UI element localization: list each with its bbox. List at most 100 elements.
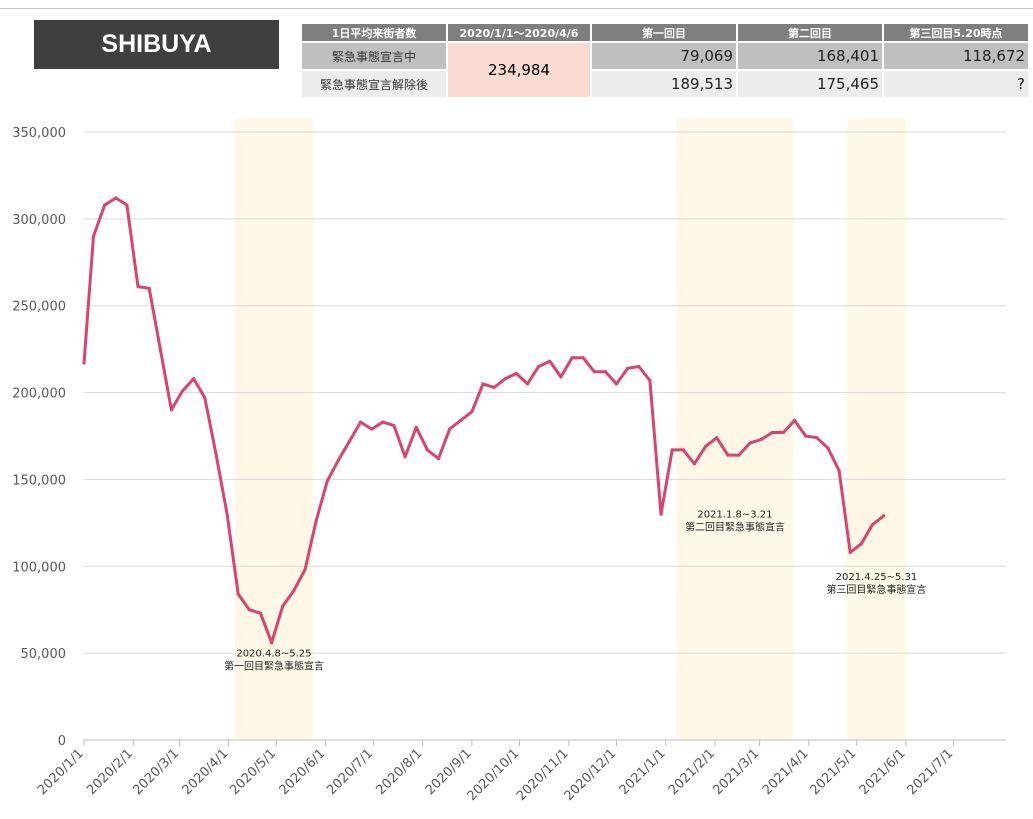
y-tick-label: 250,000 — [12, 300, 66, 315]
data-point — [370, 427, 374, 431]
data-point — [514, 371, 518, 376]
x-tick-label: 2020/8/1 — [374, 746, 426, 798]
data-point — [759, 437, 763, 442]
stats-cell-third: ? — [884, 71, 1028, 97]
data-point — [336, 458, 340, 462]
data-point — [548, 359, 552, 363]
data-point — [570, 356, 574, 360]
data-point — [347, 439, 352, 443]
y-tick-label: 150,000 — [12, 473, 66, 488]
x-tick-label: 2021/1/1 — [617, 746, 669, 798]
data-point — [169, 408, 174, 412]
visitor-line-chart: 0 50,000 100,000 150,000 200,000 250,000 300,0… — [12, 118, 1006, 804]
period-annotation-dates: 2021.1.8~3.21 — [697, 510, 772, 521]
data-point — [748, 441, 752, 445]
period-annotation-name: 第三回目緊急事態宣言 — [826, 583, 926, 596]
x-tick-label: 2021/7/1 — [904, 746, 956, 798]
stats-header-row: 1日平均来街者数 2020/1/1～2020/4/6 第一回目 第二回目 第三回… — [302, 24, 1028, 41]
data-point — [269, 641, 274, 645]
stats-header-third: 第三回目5.20時点 — [884, 24, 1028, 41]
stats-cell-second: 168,401 — [738, 43, 882, 69]
data-point — [236, 592, 240, 596]
stats-header-second: 第二回目 — [738, 24, 882, 41]
data-point — [804, 434, 808, 438]
data-point — [781, 430, 786, 435]
data-point — [114, 196, 118, 200]
x-tick-label: 2020/4/1 — [180, 746, 232, 798]
data-point — [692, 462, 697, 466]
x-tick-label: 2021/6/1 — [857, 746, 909, 798]
x-tick-label: 2020/10/1 — [465, 746, 523, 804]
emergency-band-3 — [847, 118, 906, 740]
x-tick-label: 2021/2/1 — [666, 746, 718, 798]
x-tick-label: 2020/2/1 — [84, 746, 136, 798]
data-point — [848, 550, 852, 554]
y-tick-label: 0 — [58, 734, 66, 749]
data-point — [592, 370, 596, 374]
stats-header-baseline: 2020/1/1～2020/4/6 — [448, 24, 590, 41]
x-tick-label: 2020/3/1 — [130, 746, 182, 798]
period-annotation-dates: 2020.4.8~5.25 — [236, 649, 311, 660]
data-point — [281, 604, 285, 608]
data-point — [403, 455, 407, 459]
data-point — [703, 444, 708, 449]
stats-row-during: 緊急事態宣言中 234,984 79,069 168,401 118,672 — [302, 43, 1028, 97]
data-point — [459, 418, 463, 422]
data-point — [448, 427, 452, 431]
data-point — [325, 479, 329, 483]
data-point — [258, 611, 263, 615]
data-point — [180, 389, 185, 393]
period-annotation-dates: 2021.4.25~5.31 — [836, 572, 918, 583]
data-point — [815, 436, 819, 440]
data-point — [670, 448, 674, 452]
data-point — [637, 364, 641, 369]
data-point — [225, 512, 229, 516]
data-point — [82, 361, 86, 365]
y-tick-label: 350,000 — [12, 126, 66, 141]
data-point — [436, 456, 441, 461]
data-point — [359, 420, 363, 424]
data-point — [158, 347, 162, 351]
stats-row-after: 緊急事態宣言解除後 189,513 175,465 ? — [302, 71, 1028, 97]
y-tick-label: 300,000 — [12, 213, 66, 228]
period-annotation-name: 第一回目緊急事態宣言 — [224, 660, 324, 673]
x-tick-label: 2020/12/1 — [562, 746, 620, 804]
data-point — [103, 203, 107, 207]
data-point — [581, 356, 585, 360]
x-tick-label: 2020/1/1 — [35, 746, 87, 798]
data-point — [870, 522, 875, 527]
data-point — [525, 382, 530, 386]
data-point — [192, 377, 196, 381]
x-tick-label: 2021/4/1 — [760, 746, 812, 798]
data-point — [91, 234, 96, 238]
data-point — [503, 377, 507, 381]
top-divider — [0, 8, 1033, 9]
data-point — [425, 448, 429, 452]
data-point — [715, 436, 719, 440]
data-point — [659, 512, 663, 516]
data-point — [147, 286, 151, 290]
x-tick-label: 2020/6/1 — [277, 746, 329, 798]
data-point — [414, 425, 418, 429]
data-point — [470, 410, 474, 414]
data-point — [381, 420, 385, 424]
data-point — [214, 451, 218, 455]
data-point — [303, 568, 307, 572]
stats-table: 1日平均来街者数 2020/1/1～2020/4/6 第一回目 第二回目 第三回… — [300, 22, 1030, 99]
data-point — [726, 453, 730, 457]
data-point — [681, 448, 685, 452]
stats-cell-first: 79,069 — [592, 43, 736, 69]
stats-header-metric: 1日平均来街者数 — [302, 24, 446, 41]
data-point — [770, 430, 774, 435]
stats-cell-third: 118,672 — [884, 43, 1028, 69]
data-point — [481, 382, 485, 386]
x-tick-label: 2021/3/1 — [711, 746, 763, 798]
data-point — [247, 608, 251, 612]
data-point — [203, 396, 207, 400]
x-tick-label: 2020/7/1 — [324, 746, 376, 798]
period-annotation-name: 第二回目緊急事態宣言 — [685, 521, 785, 534]
data-point — [603, 370, 608, 374]
stats-row-label: 緊急事態宣言中 — [302, 43, 446, 69]
stats-baseline-value: 234,984 — [448, 43, 590, 97]
data-point — [792, 418, 797, 422]
